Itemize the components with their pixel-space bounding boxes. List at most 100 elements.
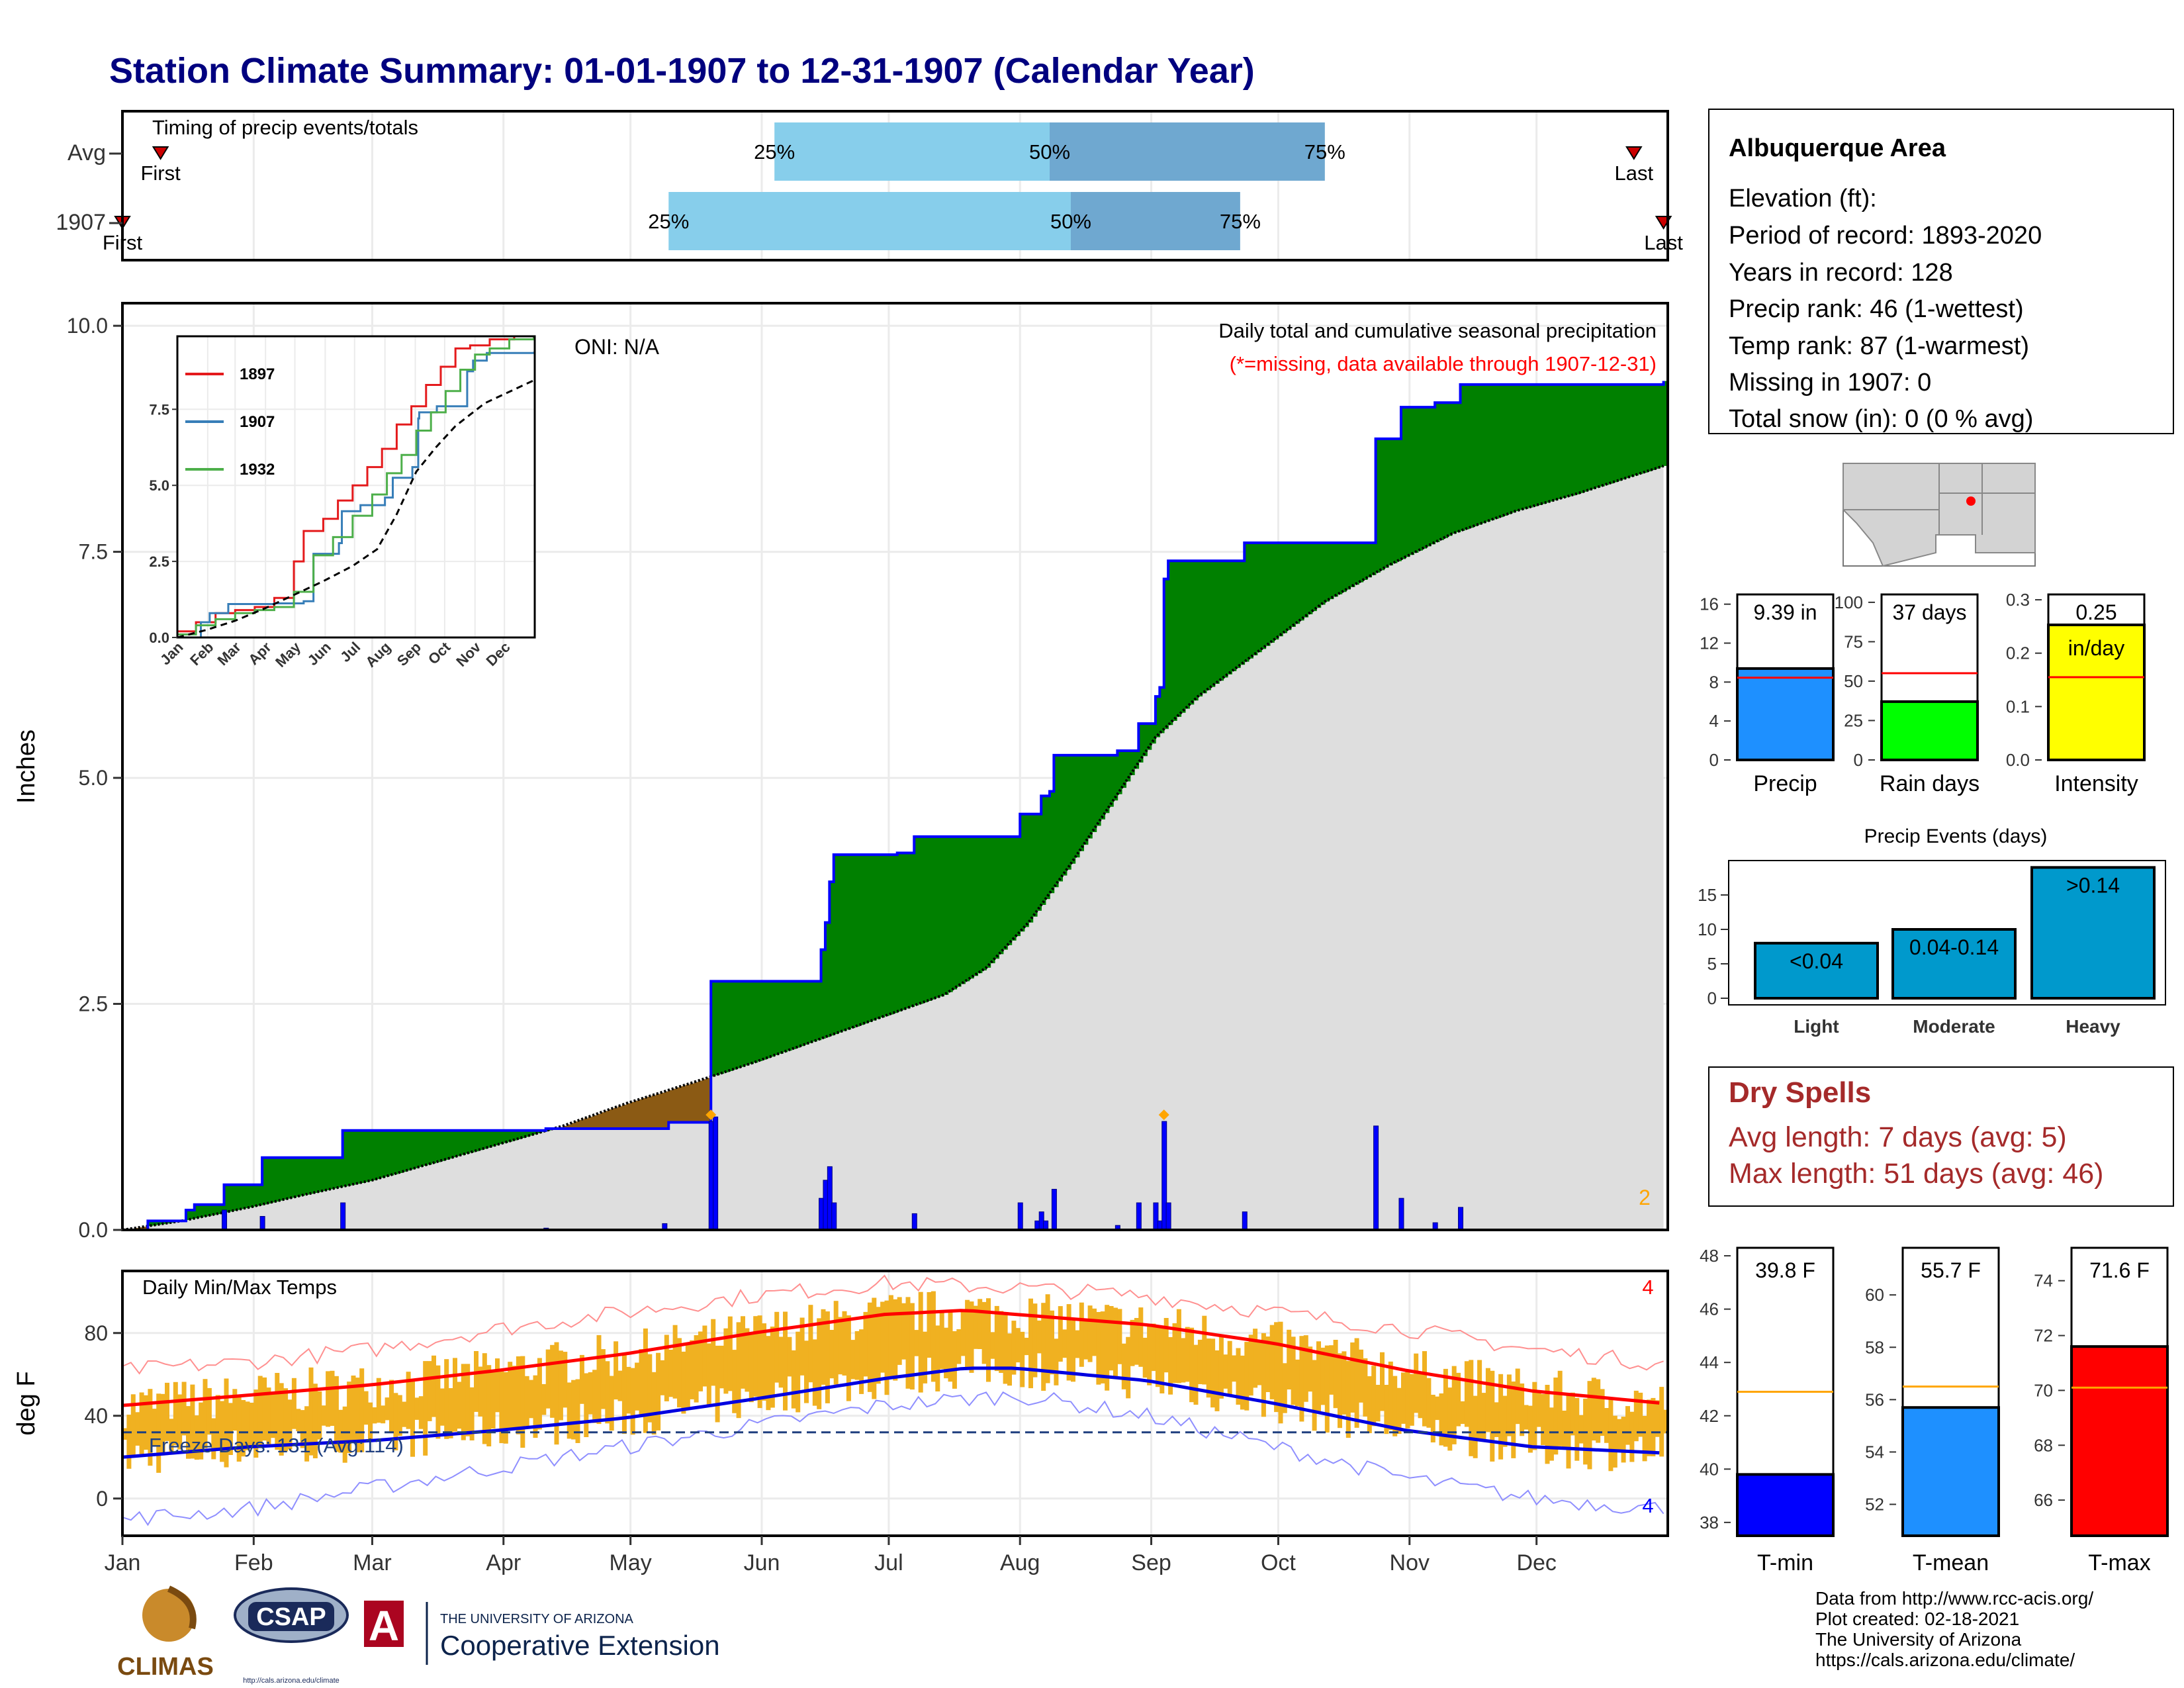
daily-temp-bar — [778, 1336, 784, 1388]
precip-count-marker: 2 — [1639, 1186, 1651, 1209]
daily-temp-bar — [1193, 1344, 1199, 1405]
daily-temp-bar — [1485, 1368, 1490, 1432]
daily-precip-bar — [713, 1116, 719, 1231]
daily-temp-bar — [372, 1407, 377, 1424]
daily-temp-bar — [567, 1382, 572, 1439]
station-line: Temp rank: 87 (1-warmest) — [1729, 332, 2029, 360]
daily-temp-bar — [600, 1349, 606, 1409]
daily-temp-bar — [457, 1382, 462, 1429]
daily-temp-bar — [1651, 1397, 1656, 1456]
daily-temp-bar — [236, 1395, 242, 1462]
daily-temp-bar — [1269, 1325, 1275, 1399]
daily-precip-bar — [1165, 1202, 1171, 1231]
daily-temp-bar — [317, 1391, 322, 1440]
footer-line: Data from http://www.rcc-acis.org/ — [1815, 1588, 2093, 1609]
daily-temp-bar — [351, 1376, 356, 1442]
daily-temp-bar — [969, 1301, 974, 1373]
daily-temp-bar — [262, 1377, 267, 1441]
daily-temp-bar — [588, 1372, 593, 1415]
daily-temp-bar — [1621, 1417, 1626, 1463]
daily-temp-bar — [745, 1328, 750, 1392]
daily-temp-bar — [1430, 1395, 1435, 1442]
daily-temp-bar — [144, 1395, 148, 1450]
daily-temp-bar — [994, 1305, 999, 1372]
daily-temp-bar — [385, 1397, 390, 1421]
daily-temp-bar — [414, 1397, 420, 1420]
temp-y-tick-label: 40 — [84, 1404, 108, 1428]
daily-precip-bar — [1242, 1211, 1248, 1231]
daily-temp-bar — [808, 1305, 813, 1383]
daily-temp-bar — [749, 1332, 754, 1403]
climas-logo-text: CLIMAS — [117, 1653, 214, 1681]
daily-temp-bar — [732, 1350, 737, 1413]
daily-temp-bar — [1176, 1309, 1181, 1383]
daily-temp-bar — [524, 1376, 529, 1427]
daily-temp-bar — [639, 1349, 644, 1417]
footer-line: https://cals.arizona.edu/climate/ — [1815, 1650, 2075, 1670]
daily-precip-bar — [1458, 1207, 1464, 1231]
daily-temp-bar — [1261, 1333, 1266, 1417]
month-tick-label: Oct — [1261, 1550, 1296, 1575]
station-line: Period of record: 1893-2020 — [1729, 222, 2042, 250]
temp-marker-bottom: 4 — [1642, 1494, 1653, 1517]
daily-temp-bar — [575, 1379, 580, 1443]
month-tick-label: Dec — [1516, 1550, 1556, 1575]
daily-temp-bar — [130, 1394, 136, 1456]
daily-temp-bar — [1338, 1353, 1342, 1429]
daily-temp-bar — [1566, 1393, 1571, 1469]
inset-climatology-line — [177, 379, 535, 639]
daily-temp-bar — [469, 1387, 475, 1440]
daily-temp-bar — [1451, 1366, 1457, 1444]
precip-event-bar-label: 0.04-0.14 — [1909, 935, 1999, 959]
daily-temp-bar — [897, 1297, 902, 1365]
inset-y-tick-label: 0.0 — [149, 630, 169, 646]
daily-temp-bar — [211, 1418, 216, 1460]
daily-temp-bar — [1520, 1383, 1525, 1436]
daily-temp-bar — [948, 1312, 953, 1382]
temp-summary-bars: 39.8 F T-min 38 40 42 44 46 48 55.7 F T-mean 52 54 5… — [1700, 1246, 2169, 1575]
daily-temp-bar — [690, 1340, 695, 1399]
daily-temp-bar — [741, 1316, 745, 1389]
daily-temp-bar — [1426, 1378, 1432, 1428]
summary-value-label: in/day — [2068, 636, 2124, 660]
daily-temp-bar — [537, 1358, 542, 1430]
precip-y-tick-label: 0.0 — [79, 1218, 108, 1242]
precip-event-bar — [1754, 941, 1879, 1000]
ua-logo-small: THE UNIVERSITY OF ARIZONA — [440, 1612, 634, 1626]
daily-temp-bar — [1015, 1328, 1021, 1363]
timing-bar-q50-q75 — [1050, 122, 1325, 181]
daily-temp-bar — [656, 1352, 661, 1430]
month-tick-label: May — [610, 1550, 652, 1575]
daily-temp-bar — [1414, 1353, 1419, 1413]
summary-bar-rain-days — [1880, 700, 1979, 762]
daily-temp-bar — [1126, 1336, 1131, 1399]
daily-temp-bar — [516, 1356, 521, 1434]
temp-summary-tick-label: 46 — [1700, 1299, 1719, 1319]
daily-temp-bar — [275, 1373, 280, 1450]
daily-temp-bar — [901, 1303, 907, 1360]
inset-y-axis: 0.0 2.5 5.0 7.5 — [149, 401, 177, 646]
daily-temp-bar — [393, 1393, 398, 1450]
daily-temp-bar — [1168, 1336, 1173, 1395]
daily-precip-bar — [1373, 1125, 1379, 1231]
summary-bar-precip — [1736, 667, 1835, 761]
summary-bar-label: Precip — [1753, 771, 1817, 796]
csap-logo-url: http://cals.arizona.edu/climate — [243, 1677, 340, 1685]
flagged-day-marker — [1158, 1109, 1169, 1121]
month-tick-label: Feb — [234, 1550, 273, 1575]
daily-temp-bar — [909, 1303, 915, 1390]
daily-temp-bar — [918, 1291, 923, 1393]
daily-temp-bar — [181, 1382, 187, 1436]
daily-temp-bar — [1367, 1376, 1372, 1433]
daily-temp-bar — [550, 1344, 555, 1418]
daily-temp-bar — [825, 1311, 830, 1403]
footer-line: The University of Arizona — [1815, 1629, 2022, 1650]
temp-summary-value: 39.8 F — [1755, 1258, 1815, 1282]
daily-temp-bar — [1083, 1319, 1089, 1360]
inset-y-tick-label: 2.5 — [149, 553, 169, 570]
daily-temp-bar — [1028, 1298, 1033, 1389]
daily-temp-bar — [474, 1351, 478, 1412]
daily-temp-bar — [1604, 1408, 1609, 1443]
daily-temp-bar — [1460, 1401, 1465, 1425]
